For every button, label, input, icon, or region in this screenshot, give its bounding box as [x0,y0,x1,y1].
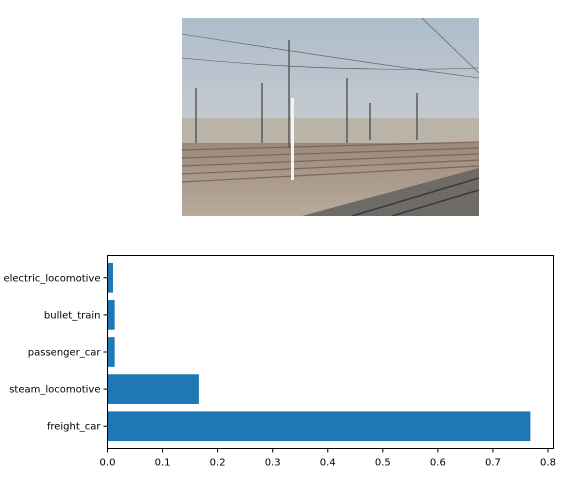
railway-photo [182,18,479,216]
bar-steam_locomotive [107,374,199,404]
y-tick-label: freight_car [47,422,102,433]
x-tick-label: 0.7 [485,458,501,469]
x-tick-label: 0.2 [210,458,226,469]
bar-freight_car [107,411,531,442]
y-tick-label: bullet_train [44,310,101,321]
y-tick-label: passenger_car [28,348,102,359]
x-tick-label: 0.1 [155,458,171,469]
x-tick-label: 0.0 [100,458,116,469]
bar-passenger_car [107,337,115,367]
bar-bullet_train [107,300,115,330]
x-tick-label: 0.5 [375,458,391,469]
x-tick-label: 0.6 [430,458,446,469]
y-tick-label: steam_locomotive [9,385,100,396]
bar-electric_locomotive [107,262,114,293]
y-tick-label: electric_locomotive [3,273,100,284]
x-tick-label: 0.4 [320,458,336,469]
x-tick-label: 0.3 [265,458,281,469]
x-tick-label: 0.8 [540,458,556,469]
